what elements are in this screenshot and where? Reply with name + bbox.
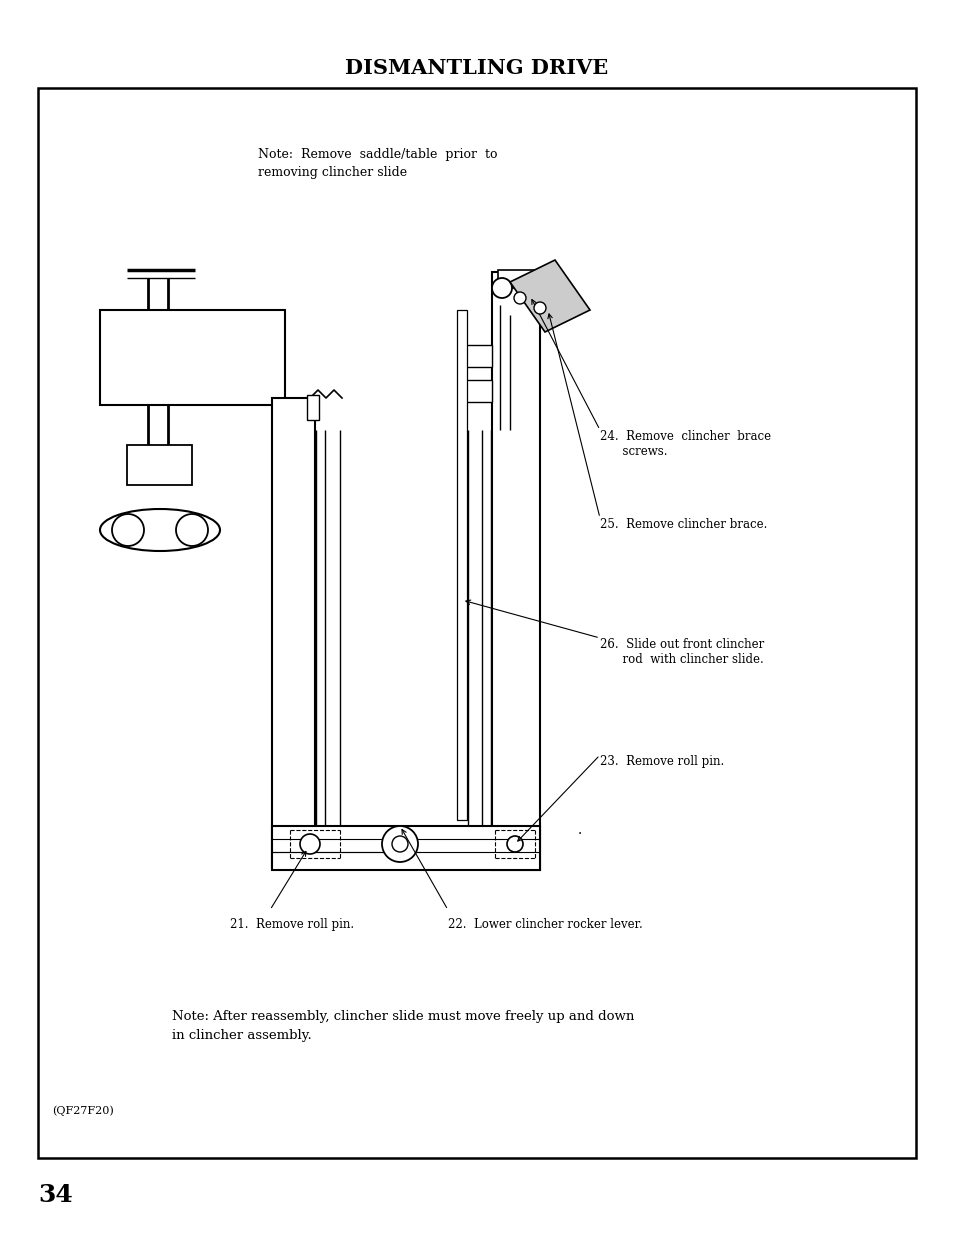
Text: Note: After reassembly, clincher slide must move freely up and down
in clincher : Note: After reassembly, clincher slide m… xyxy=(172,1010,634,1042)
Text: Note:  Remove  saddle/table  prior  to: Note: Remove saddle/table prior to xyxy=(257,148,497,161)
Text: (QF27F20): (QF27F20) xyxy=(52,1105,113,1115)
Bar xyxy=(307,395,318,420)
Ellipse shape xyxy=(182,517,202,543)
Text: 21.  Remove roll pin.: 21. Remove roll pin. xyxy=(230,918,354,931)
Bar xyxy=(127,445,192,485)
Circle shape xyxy=(381,826,417,862)
Text: .: . xyxy=(578,823,581,837)
Text: 26.  Slide out front clincher
      rod  with clincher slide.: 26. Slide out front clincher rod with cl… xyxy=(599,638,763,666)
Bar xyxy=(497,270,537,288)
Bar xyxy=(272,398,314,868)
Ellipse shape xyxy=(100,509,220,551)
Circle shape xyxy=(506,836,522,852)
Bar xyxy=(456,310,467,820)
Bar xyxy=(38,88,915,1158)
Circle shape xyxy=(112,514,144,546)
Text: 24.  Remove  clincher  brace
      screws.: 24. Remove clincher brace screws. xyxy=(599,430,770,458)
Text: 23.  Remove roll pin.: 23. Remove roll pin. xyxy=(599,755,723,768)
Circle shape xyxy=(299,834,319,853)
Circle shape xyxy=(392,836,408,852)
Bar xyxy=(272,826,539,869)
Text: DISMANTLING DRIVE: DISMANTLING DRIVE xyxy=(345,58,608,78)
Bar xyxy=(492,272,539,869)
Bar xyxy=(464,345,492,367)
Ellipse shape xyxy=(118,517,138,543)
Circle shape xyxy=(534,303,545,314)
Text: 34: 34 xyxy=(38,1183,72,1207)
Circle shape xyxy=(519,278,539,298)
Bar xyxy=(464,380,492,403)
Bar xyxy=(100,310,285,405)
Circle shape xyxy=(492,278,512,298)
Text: 22.  Lower clincher rocker lever.: 22. Lower clincher rocker lever. xyxy=(448,918,642,931)
Text: 25.  Remove clincher brace.: 25. Remove clincher brace. xyxy=(599,517,766,531)
Circle shape xyxy=(175,514,208,546)
Text: removing clincher slide: removing clincher slide xyxy=(257,165,407,179)
Circle shape xyxy=(514,291,525,304)
Polygon shape xyxy=(510,261,589,332)
